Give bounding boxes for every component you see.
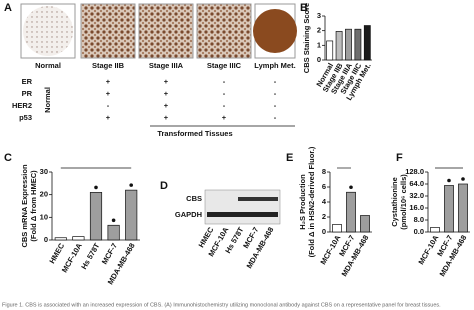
y-axis-label: CBS mRNA Expression [20, 164, 29, 247]
y-tick-label: 2 [322, 212, 326, 221]
cell: + [106, 89, 111, 98]
significance-marker [349, 185, 353, 190]
cell: + [164, 101, 169, 110]
row-label: p53 [19, 113, 32, 122]
y-tick-label: 128.0 [405, 167, 424, 176]
cell: - [223, 101, 226, 110]
y-tick-label: 30 [40, 167, 48, 176]
y-axis-label: CBS Staining Score [302, 3, 311, 73]
tissue-image [138, 3, 194, 59]
y-axis-label: H₂S Production [298, 174, 307, 230]
y-tick-label: 2 [317, 26, 321, 35]
cell: - [274, 77, 277, 86]
bar [54, 237, 67, 241]
cell: - [274, 89, 277, 98]
bar [326, 40, 334, 61]
panel-label: F [396, 152, 403, 164]
y-tick-label: 1 [317, 40, 321, 49]
panel-label: C [4, 152, 12, 164]
y-tick-label: 20 [40, 190, 48, 199]
bar [125, 189, 138, 241]
y-tick-label: 64.0 [409, 179, 424, 188]
y-tick-label: 0.0 [414, 227, 424, 236]
y-axis-label: (Fold Δ from HMEC) [29, 170, 38, 242]
cell: + [222, 113, 227, 122]
cell: - [223, 77, 226, 86]
y-axis-label: (Fold Δ in HSN2-derived Fluor.) [307, 146, 316, 257]
bar [89, 192, 103, 241]
y-tick-label: 0 [44, 235, 48, 244]
row-label: HER2 [12, 101, 32, 110]
cell: + [106, 113, 111, 122]
blot [204, 189, 281, 225]
panel-label: D [160, 180, 168, 192]
cell: - [107, 101, 110, 110]
significance-marker [94, 185, 98, 190]
tissue-image [196, 3, 252, 59]
normal-label: Normal [43, 87, 52, 113]
significance-marker [111, 218, 116, 223]
tissue-image [80, 3, 136, 59]
y-tick-label: 8.0 [414, 215, 424, 224]
blot-band [207, 212, 278, 217]
row-label: PR [22, 89, 33, 98]
group-label: Transformed Tissues [157, 129, 232, 138]
bar [354, 28, 362, 61]
y-axis-label: (pmol/10⁶ cells) [399, 174, 408, 230]
y-tick-label: 0 [317, 55, 321, 64]
bar [72, 236, 85, 241]
bar [363, 25, 371, 61]
cell: - [223, 89, 226, 98]
row-label: ER [22, 77, 33, 86]
cell: + [164, 77, 169, 86]
significance-marker [447, 178, 451, 183]
tissue-label: Lymph Met. [254, 61, 295, 70]
y-tick-label: 10 [40, 212, 48, 221]
y-axis-label: Cystathionine [390, 177, 399, 227]
caption: Figure 1. CBS is associated with an incr… [2, 302, 441, 308]
y-tick-label: 0 [322, 227, 326, 236]
y-tick-label: 6 [322, 182, 326, 191]
band-label: GAPDH [175, 210, 202, 219]
bar [444, 185, 454, 233]
bar [335, 31, 343, 61]
bar [360, 215, 370, 233]
significance-marker [129, 183, 133, 187]
bar [345, 28, 352, 61]
tissue-core [23, 6, 73, 56]
tissue-label: Normal [35, 61, 61, 70]
bar [332, 224, 342, 233]
bar [430, 227, 440, 233]
bar [107, 224, 120, 241]
panel-label: E [286, 152, 293, 164]
cell: + [164, 113, 169, 122]
cell: + [164, 89, 169, 98]
tissue-label: Stage IIIC [207, 61, 242, 70]
y-tick-label: 32.0 [409, 191, 424, 200]
blot-band [238, 197, 278, 201]
y-tick-label: 8 [322, 167, 326, 176]
cell: - [274, 113, 277, 122]
tissue-core [253, 9, 297, 53]
significance-marker [461, 177, 465, 181]
panel-label: B [300, 2, 308, 14]
tissue-label: Stage IIIA [149, 61, 184, 70]
bar [458, 183, 468, 233]
bar [346, 191, 356, 233]
cell: - [274, 101, 277, 110]
y-tick-label: 4 [322, 197, 327, 206]
cell: + [106, 77, 111, 86]
y-tick-label: 16.0 [409, 203, 424, 212]
panel-label: A [4, 2, 12, 14]
tissue-label: Stage IIB [92, 61, 125, 70]
y-tick-label: 3 [317, 11, 321, 20]
band-label: CBS [186, 194, 202, 203]
